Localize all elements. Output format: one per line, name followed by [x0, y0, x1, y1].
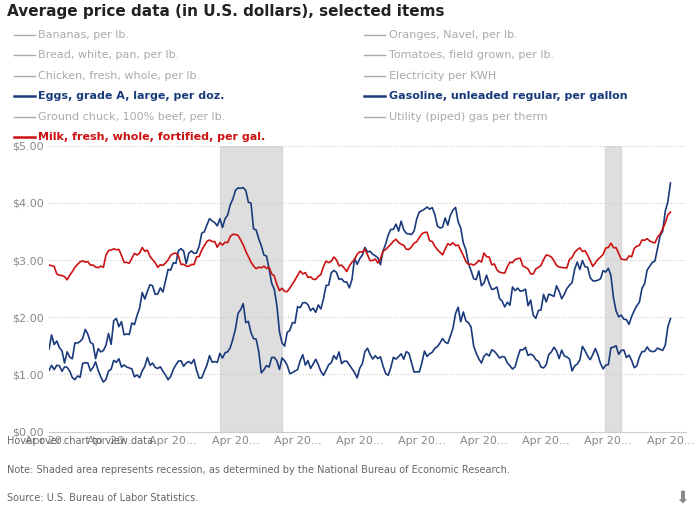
- Text: Oranges, Navel, per lb.: Oranges, Navel, per lb.: [389, 30, 517, 40]
- Text: Ground chuck, 100% beef, per lb.: Ground chuck, 100% beef, per lb.: [38, 111, 225, 122]
- Text: Tomatoes, field grown, per lb.: Tomatoes, field grown, per lb.: [389, 50, 554, 60]
- Text: Electricity per KWH: Electricity per KWH: [389, 71, 496, 81]
- Text: Bananas, per lb.: Bananas, per lb.: [38, 30, 130, 40]
- Text: Chicken, fresh, whole, per lb.: Chicken, fresh, whole, per lb.: [38, 71, 201, 81]
- Text: Gasoline, unleaded regular, per gallon: Gasoline, unleaded regular, per gallon: [389, 91, 627, 101]
- Bar: [606, 146, 621, 432]
- Text: Average price data (in U.S. dollars), selected items: Average price data (in U.S. dollars), se…: [7, 4, 444, 19]
- Text: Hover over chart to view data.: Hover over chart to view data.: [7, 436, 156, 446]
- Text: Bread, white, pan, per lb.: Bread, white, pan, per lb.: [38, 50, 180, 60]
- Bar: [220, 146, 282, 432]
- Text: Source: U.S. Bureau of Labor Statistics.: Source: U.S. Bureau of Labor Statistics.: [7, 493, 198, 503]
- Text: ⬇: ⬇: [676, 489, 690, 507]
- Text: Eggs, grade A, large, per doz.: Eggs, grade A, large, per doz.: [38, 91, 225, 101]
- Text: Milk, fresh, whole, fortified, per gal.: Milk, fresh, whole, fortified, per gal.: [38, 132, 266, 142]
- Text: Utility (piped) gas per therm: Utility (piped) gas per therm: [389, 111, 547, 122]
- Text: Note: Shaded area represents recession, as determined by the National Bureau of : Note: Shaded area represents recession, …: [7, 465, 510, 475]
